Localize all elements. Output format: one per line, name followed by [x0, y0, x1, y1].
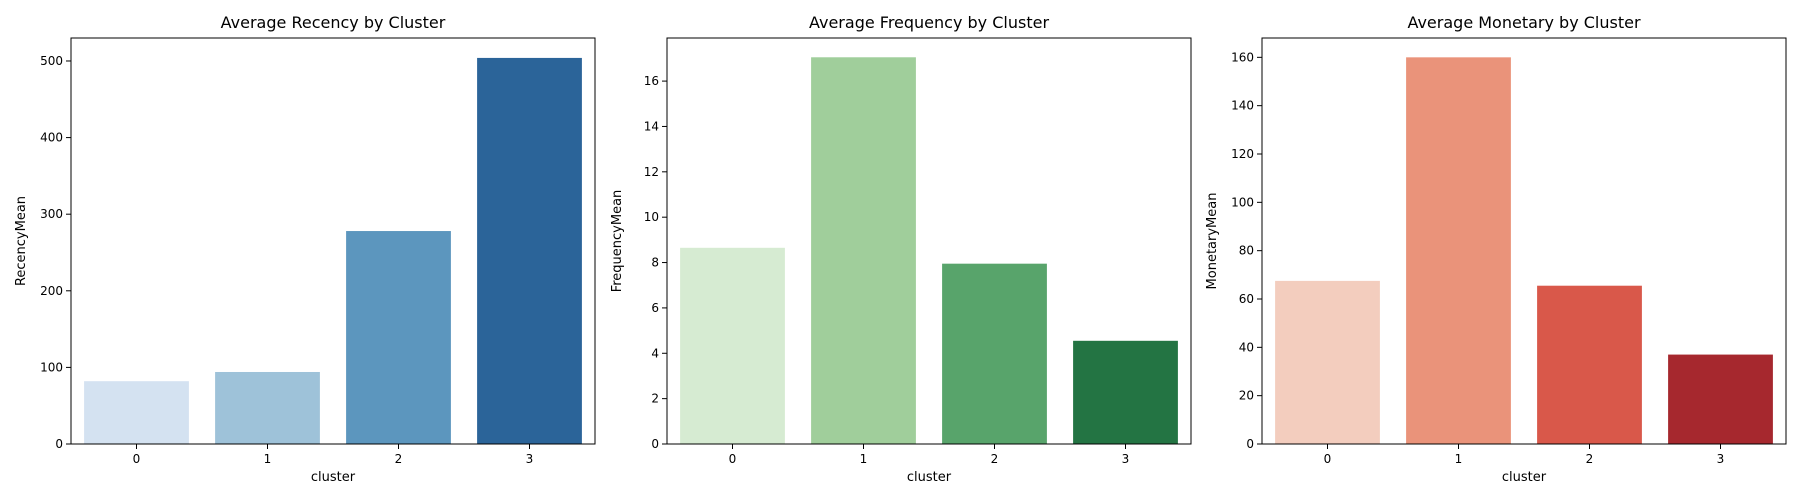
bar-cluster-0: [680, 247, 785, 444]
chart-title: Average Frequency by Cluster: [809, 13, 1049, 32]
y-tick-label: 300: [40, 207, 63, 221]
y-tick-label: 20: [1239, 389, 1254, 403]
y-tick-label: 0: [651, 437, 659, 451]
y-tick-label: 16: [644, 74, 659, 88]
y-tick-label: 60: [1239, 292, 1254, 306]
x-tick-label: 0: [1324, 452, 1332, 466]
x-tick-label: 2: [1586, 452, 1594, 466]
y-tick-label: 0: [1246, 437, 1254, 451]
frequency-subplot: Average Frequency by Cluster cluster Fre…: [610, 13, 1192, 485]
y-tick-label: 0: [55, 437, 63, 451]
y-tick-label: 100: [40, 360, 63, 374]
bar-cluster-3: [1668, 354, 1773, 444]
x-tick-label: 0: [133, 452, 141, 466]
y-tick-label: 6: [651, 301, 659, 315]
y-tick-label: 500: [40, 54, 63, 68]
y-axis-label: RecencyMean: [14, 196, 29, 286]
plot-frame: [70, 37, 596, 445]
bar-cluster-2: [1537, 285, 1642, 444]
recency-subplot: Average Recency by Cluster cluster Recen…: [14, 13, 596, 485]
x-tick-label: 2: [395, 452, 403, 466]
chart-title: Average Monetary by Cluster: [1407, 13, 1641, 32]
x-tick-label: 0: [729, 452, 737, 466]
bar-cluster-0: [1275, 280, 1380, 445]
y-tick-label: 8: [651, 256, 659, 270]
y-tick-label: 40: [1239, 340, 1254, 354]
x-axis-label: cluster: [1502, 470, 1547, 485]
bar-cluster-1: [811, 57, 916, 444]
y-axis-label: FrequencyMean: [610, 190, 625, 293]
x-tick-label: 2: [991, 452, 999, 466]
bar-cluster-3: [477, 57, 582, 445]
x-tick-label: 3: [526, 452, 534, 466]
bar-cluster-1: [215, 371, 320, 444]
y-tick-label: 200: [40, 284, 63, 298]
y-tick-label: 2: [651, 392, 659, 406]
y-tick-label: 100: [1231, 195, 1254, 209]
y-tick-label: 4: [651, 346, 659, 360]
x-tick-label: 3: [1717, 452, 1725, 466]
plot-frame: [1261, 37, 1787, 445]
y-tick-label: 14: [644, 119, 659, 133]
y-tick-label: 10: [644, 210, 659, 224]
plot-frame: [666, 37, 1192, 445]
y-tick-label: 160: [1231, 50, 1254, 64]
y-tick-label: 400: [40, 131, 63, 145]
bar-cluster-2: [942, 263, 1047, 444]
bar-cluster-3: [1073, 340, 1178, 444]
x-tick-label: 1: [264, 452, 272, 466]
bar-cluster-1: [1406, 57, 1511, 444]
bar-cluster-2: [346, 231, 451, 444]
y-tick-label: 140: [1231, 99, 1254, 113]
y-tick-label: 80: [1239, 244, 1254, 258]
x-axis-label: cluster: [311, 470, 356, 485]
y-axis-label: MonetaryMean: [1205, 193, 1220, 290]
x-tick-label: 1: [860, 452, 868, 466]
y-tick-label: 120: [1231, 147, 1254, 161]
x-tick-label: 1: [1455, 452, 1463, 466]
monetary-subplot: Average Monetary by Cluster cluster Mone…: [1205, 13, 1787, 485]
x-axis-label: cluster: [907, 470, 952, 485]
y-tick-label: 12: [644, 165, 659, 179]
x-tick-label: 3: [1122, 452, 1130, 466]
chart-title: Average Recency by Cluster: [221, 13, 446, 32]
bar-cluster-0: [84, 381, 189, 444]
